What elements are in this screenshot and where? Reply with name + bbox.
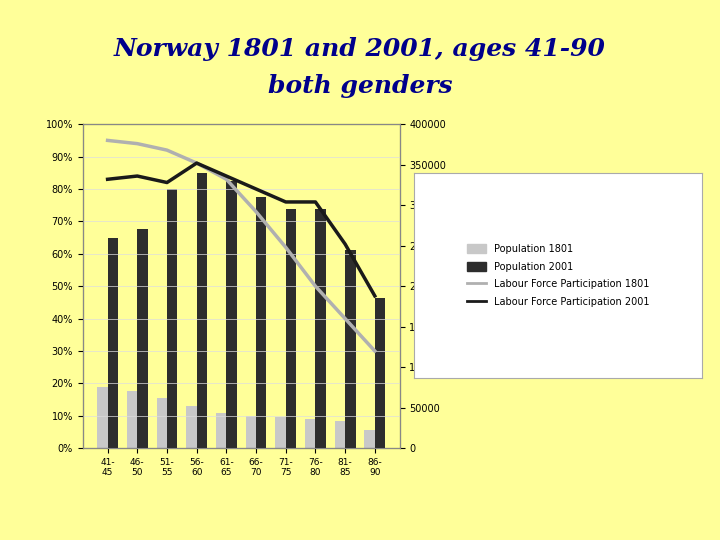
Bar <box>305 419 315 448</box>
Bar <box>275 417 286 448</box>
Bar <box>156 398 167 448</box>
Bar <box>375 298 385 448</box>
Bar <box>197 173 207 448</box>
Bar <box>216 414 226 448</box>
Bar <box>97 388 107 448</box>
Bar <box>186 406 197 448</box>
Text: Norway 1801 and 2001, ages 41-90: Norway 1801 and 2001, ages 41-90 <box>114 37 606 60</box>
Bar <box>167 189 177 448</box>
Bar <box>107 238 118 448</box>
Text: both genders: both genders <box>268 75 452 98</box>
Legend: Population 1801, Population 2001, Labour Force Participation 1801, Labour Force : Population 1801, Population 2001, Labour… <box>459 236 657 315</box>
Bar <box>335 421 345 448</box>
Bar <box>246 416 256 448</box>
Bar <box>127 392 138 448</box>
Bar <box>256 197 266 448</box>
Bar <box>315 209 326 448</box>
Bar <box>345 249 356 448</box>
Bar <box>226 181 237 448</box>
Bar <box>286 209 296 448</box>
Bar <box>364 430 375 448</box>
Bar <box>138 230 148 448</box>
